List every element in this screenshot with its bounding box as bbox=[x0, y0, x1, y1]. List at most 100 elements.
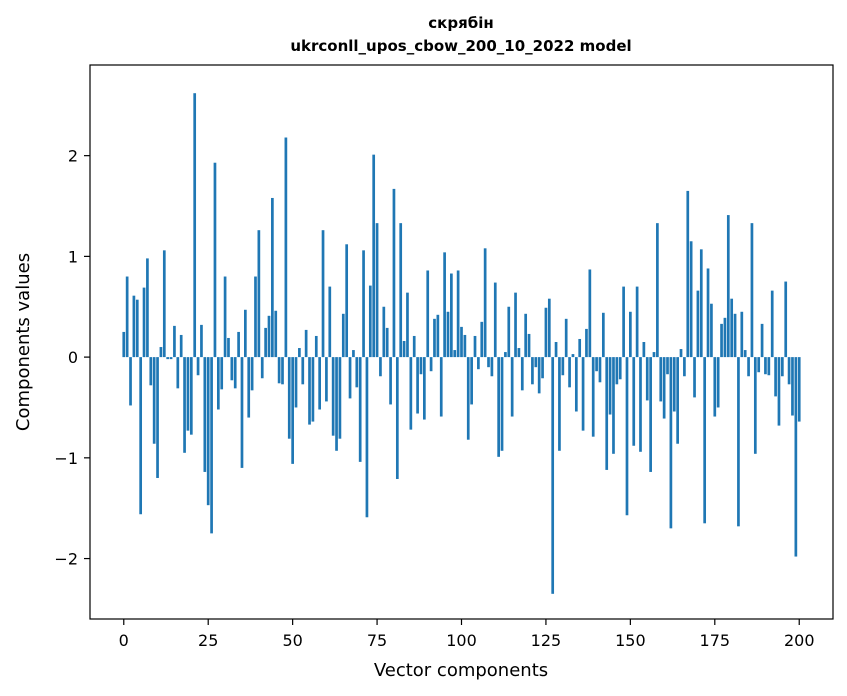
bar-57 bbox=[314, 335, 318, 358]
bar-142 bbox=[601, 312, 605, 358]
bar-99 bbox=[456, 270, 460, 358]
bar-58 bbox=[318, 357, 321, 410]
x-tick-label-75: 75 bbox=[367, 631, 387, 650]
bar-119 bbox=[524, 313, 528, 358]
bar-4 bbox=[135, 299, 139, 358]
y-axis-label: Components values bbox=[13, 253, 34, 431]
bar-0 bbox=[122, 331, 126, 358]
bar-158 bbox=[656, 223, 659, 358]
bar-33 bbox=[233, 357, 237, 389]
bar-85 bbox=[409, 357, 413, 430]
bar-92 bbox=[433, 318, 436, 358]
bar-21 bbox=[193, 93, 197, 358]
bar-59 bbox=[321, 230, 325, 358]
bar-89 bbox=[423, 357, 426, 420]
bar-105 bbox=[477, 357, 480, 370]
bar-194 bbox=[777, 357, 781, 426]
bar-46 bbox=[277, 357, 281, 384]
bar-140 bbox=[595, 357, 598, 372]
bar-12 bbox=[162, 250, 166, 358]
bar-83 bbox=[402, 340, 406, 358]
bar-155 bbox=[645, 357, 649, 401]
x-tick-label-0: 0 bbox=[119, 631, 129, 650]
bar-15 bbox=[173, 325, 176, 358]
bar-2 bbox=[129, 357, 132, 406]
bar-176 bbox=[716, 357, 720, 408]
bar-9 bbox=[152, 357, 156, 444]
bar-156 bbox=[649, 357, 652, 472]
bar-50 bbox=[291, 357, 294, 464]
bar-24 bbox=[203, 357, 207, 472]
bar-98 bbox=[453, 350, 457, 358]
bar-36 bbox=[244, 309, 247, 358]
bar-160 bbox=[662, 357, 666, 419]
bar-42 bbox=[264, 327, 267, 358]
bar-27 bbox=[213, 162, 217, 358]
bar-102 bbox=[466, 357, 470, 440]
bar-60 bbox=[325, 357, 328, 402]
bar-82 bbox=[399, 223, 403, 358]
bar-121 bbox=[531, 357, 534, 385]
bar-25 bbox=[206, 357, 210, 506]
y-tick-label--2: −2 bbox=[54, 550, 78, 569]
bar-115 bbox=[510, 357, 514, 417]
bar-128 bbox=[554, 342, 558, 358]
bar-193 bbox=[774, 357, 777, 397]
bar-74 bbox=[372, 154, 376, 358]
bar-72 bbox=[365, 357, 369, 518]
bar-157 bbox=[652, 352, 656, 358]
bar-113 bbox=[504, 352, 507, 358]
bar-31 bbox=[227, 337, 230, 358]
y-tick-label--1: −1 bbox=[54, 449, 78, 468]
bar-153 bbox=[639, 357, 642, 452]
bar-180 bbox=[730, 298, 734, 358]
bar-66 bbox=[345, 244, 349, 358]
bar-196 bbox=[784, 281, 788, 358]
bar-23 bbox=[200, 324, 203, 358]
bar-97 bbox=[450, 273, 453, 358]
bar-30 bbox=[223, 276, 227, 358]
bar-191 bbox=[767, 357, 771, 376]
x-tick-label-200: 200 bbox=[784, 631, 815, 650]
bar-32 bbox=[230, 357, 234, 381]
bar-144 bbox=[608, 357, 612, 415]
bar-48 bbox=[284, 137, 288, 358]
bar-114 bbox=[507, 306, 511, 358]
bar-91 bbox=[429, 357, 433, 372]
bar-8 bbox=[149, 357, 153, 386]
bar-139 bbox=[591, 357, 595, 437]
bar-52 bbox=[298, 348, 301, 358]
bar-38 bbox=[250, 357, 254, 391]
bar-17 bbox=[179, 334, 183, 358]
bar-166 bbox=[683, 357, 686, 377]
bar-35 bbox=[240, 357, 244, 468]
bar-147 bbox=[618, 357, 622, 380]
bar-71 bbox=[362, 250, 365, 358]
bar-6 bbox=[142, 287, 146, 358]
chart-title-line1: скрябін bbox=[428, 14, 493, 32]
bar-116 bbox=[514, 292, 517, 358]
bar-54 bbox=[304, 329, 308, 358]
bar-187 bbox=[753, 357, 757, 454]
bar-192 bbox=[770, 290, 774, 358]
bar-19 bbox=[186, 357, 190, 431]
bar-75 bbox=[375, 223, 379, 358]
x-axis-ticks: 0 25 50 75 100 125 150 175 200 bbox=[119, 619, 815, 650]
bar-34 bbox=[237, 331, 240, 358]
bar-131 bbox=[564, 318, 568, 358]
bar-150 bbox=[629, 311, 632, 358]
bar-56 bbox=[311, 357, 315, 422]
y-tick-label-0: 0 bbox=[68, 348, 78, 367]
bar-195 bbox=[780, 357, 784, 377]
bar-175 bbox=[713, 357, 717, 417]
bar-167 bbox=[686, 190, 690, 358]
bar-16 bbox=[176, 357, 180, 389]
bar-94 bbox=[439, 357, 443, 417]
bar-55 bbox=[308, 357, 311, 425]
bar-95 bbox=[443, 252, 446, 358]
bar-143 bbox=[605, 357, 609, 470]
bar-179 bbox=[726, 215, 730, 358]
bar-101 bbox=[463, 334, 467, 358]
bar-197 bbox=[787, 357, 791, 385]
chart-title-line2: ukrconll_upos_cbow_200_10_2022 model bbox=[290, 37, 631, 55]
